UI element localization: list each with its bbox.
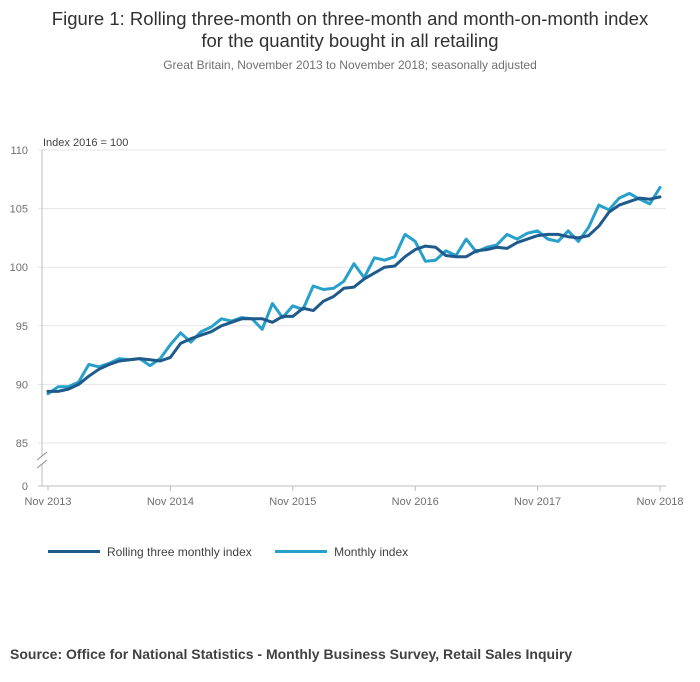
chart-title: Figure 1: Rolling three-month on three-m… [0, 8, 700, 52]
x-tick-label: Nov 2018 [636, 496, 683, 508]
y-tick-label: 0 [22, 481, 28, 493]
y-tick-label: 100 [10, 262, 28, 274]
x-tick-label: Nov 2017 [514, 496, 561, 508]
axis-break-mark [36, 451, 48, 461]
y-tick-label: 105 [10, 204, 28, 216]
axis-break-mark [36, 459, 48, 469]
series-line-monthly [46, 186, 662, 396]
x-tick-label: Nov 2015 [269, 496, 316, 508]
line-chart: 110 105 100 95 90 85 0 Index 2016 = 100 Nov 2013… [10, 137, 684, 508]
chart-title-line-2: for the quantity bought in all retailing [201, 30, 499, 51]
chart-title-line-1: Figure 1: Rolling three-month on three-m… [51, 8, 649, 29]
legend: Rolling three monthly index Monthly inde… [48, 542, 428, 559]
legend-swatch-rolling [48, 550, 100, 553]
y-tick-label: 90 [16, 379, 28, 391]
x-tick-label: Nov 2016 [392, 496, 439, 508]
legend-label-rolling: Rolling three monthly index [107, 544, 252, 559]
y-tick-label: 110 [10, 145, 28, 157]
y-tick-label: 85 [16, 438, 28, 450]
y-axis-label: Index 2016 = 100 [43, 137, 128, 149]
source-note: Source: Office for National Statistics -… [10, 646, 573, 662]
legend-swatch-monthly [275, 550, 328, 553]
legend-item-monthly: Monthly index [275, 545, 408, 559]
x-tick-label: Nov 2013 [24, 496, 71, 508]
legend-item-rolling: Rolling three monthly index [48, 545, 252, 559]
x-tick-label: Nov 2014 [147, 496, 194, 508]
chart-subtitle: Great Britain, November 2013 to November… [163, 58, 537, 72]
series-line-rolling [46, 195, 662, 393]
legend-label-monthly: Monthly index [334, 544, 409, 559]
y-tick-label: 95 [16, 321, 28, 333]
